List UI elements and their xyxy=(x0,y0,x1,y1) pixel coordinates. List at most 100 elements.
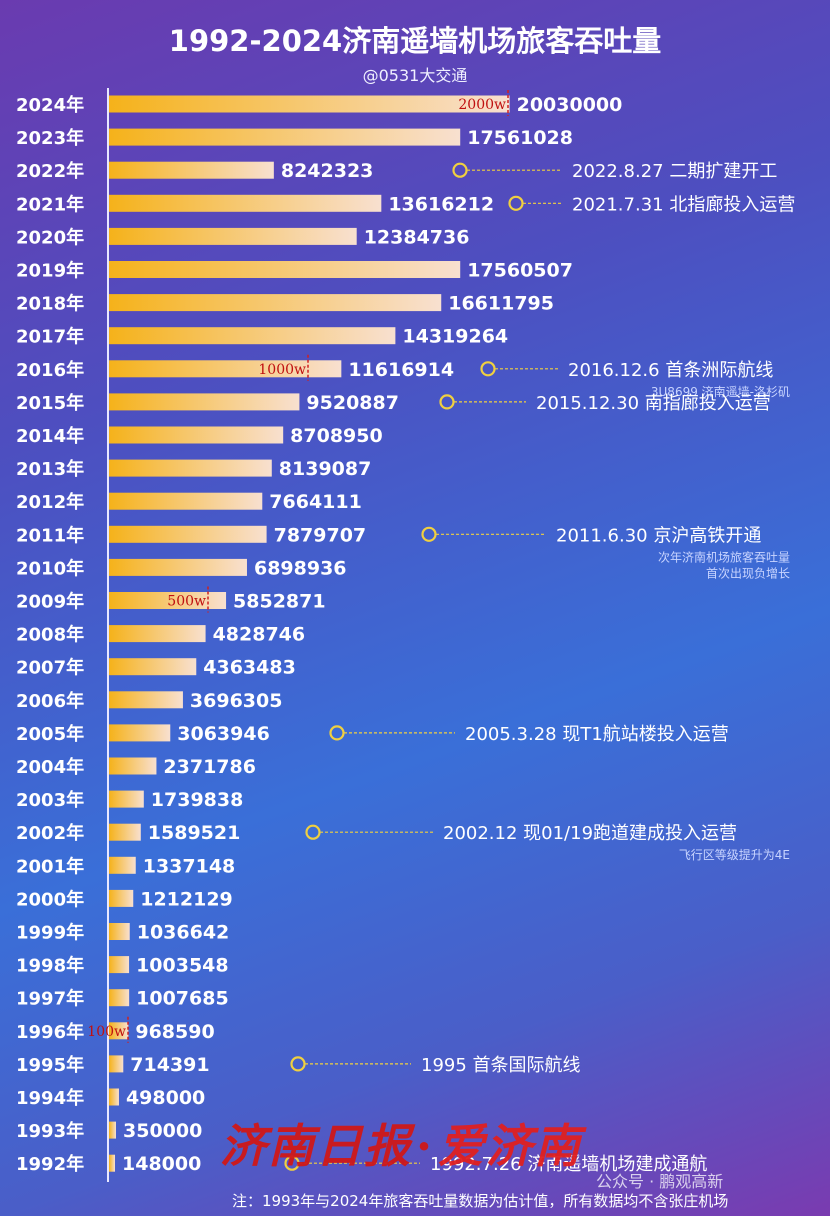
value-label: 8139087 xyxy=(279,458,372,480)
value-label: 4828746 xyxy=(213,624,306,646)
logo-text-2: 爱济南 xyxy=(438,1119,583,1173)
value-label: 3696305 xyxy=(190,690,283,712)
annotation-marker xyxy=(508,195,524,211)
bar xyxy=(109,889,134,907)
annotation-text: 2002.12 现01/19跑道建成投入运营 xyxy=(443,823,737,844)
bar xyxy=(109,724,171,742)
year-label: 2018年 xyxy=(16,293,84,315)
bar xyxy=(109,393,300,411)
bar xyxy=(109,558,247,576)
year-label: 2009年 xyxy=(16,591,84,613)
bar xyxy=(109,691,183,709)
watermark-text: 公众号 · 鹏观高新 xyxy=(596,1172,724,1191)
value-label: 8242323 xyxy=(281,160,374,182)
bar xyxy=(109,856,136,874)
value-label: 7879707 xyxy=(274,524,367,546)
bar xyxy=(109,459,272,477)
year-label: 2008年 xyxy=(16,624,84,646)
year-label: 2024年 xyxy=(16,94,84,116)
annotation-marker xyxy=(452,162,468,178)
annotation-marker xyxy=(329,725,345,741)
reference-marker-label: 2000w xyxy=(458,97,506,113)
year-label: 2017年 xyxy=(16,326,84,348)
bar xyxy=(109,294,442,312)
year-label: 1993年 xyxy=(16,1120,84,1142)
bar xyxy=(109,492,263,510)
bar xyxy=(109,1154,115,1172)
value-label: 3063946 xyxy=(177,723,270,745)
newspaper-logo: 济南日报·爱济南 xyxy=(220,1110,582,1176)
year-label: 2021年 xyxy=(16,193,84,215)
value-label: 12384736 xyxy=(364,226,470,248)
value-label: 8708950 xyxy=(290,425,383,447)
year-label: 2003年 xyxy=(16,789,84,811)
bar xyxy=(109,1055,124,1073)
annotation-text: 2011.6.30 京沪高铁开通 xyxy=(556,525,761,546)
year-label: 2020年 xyxy=(16,226,84,248)
annotation-note: 3U8699 济南遥墙-洛杉矶 xyxy=(651,384,790,399)
bar xyxy=(109,227,357,245)
value-label: 1212129 xyxy=(140,888,233,910)
logo-dot: · xyxy=(416,1119,435,1173)
chart-subtitle: @0531大交通 xyxy=(362,66,468,85)
bar xyxy=(109,1022,129,1040)
year-label: 2011年 xyxy=(16,524,84,546)
value-label: 1337148 xyxy=(143,855,236,877)
bar xyxy=(109,592,227,609)
year-label: 2013年 xyxy=(16,458,84,480)
annotation-text: 2016.12.6 首条洲际航线 xyxy=(568,360,773,381)
bar xyxy=(109,128,461,146)
year-label: 2002年 xyxy=(16,822,84,844)
year-label: 2022年 xyxy=(16,160,84,182)
bar xyxy=(109,1088,119,1106)
value-label: 4363483 xyxy=(203,657,296,679)
value-label: 17560507 xyxy=(467,260,573,282)
value-label: 1036642 xyxy=(137,922,230,944)
year-label: 2000年 xyxy=(16,888,84,910)
bar xyxy=(109,823,141,841)
annotation-text: 1992.7.26 济南遥墙机场建成通航 xyxy=(430,1154,707,1175)
value-label: 2371786 xyxy=(163,756,256,778)
footnote: 注：1993年与2024年旅客吞吐量数据为估计值，所有数据均不含张庄机场 xyxy=(232,1192,729,1210)
year-label: 2001年 xyxy=(16,855,84,877)
year-label: 2004年 xyxy=(16,756,84,778)
value-label: 20030000 xyxy=(517,94,623,116)
year-label: 1998年 xyxy=(16,955,84,977)
value-label: 1003548 xyxy=(136,955,229,977)
value-label: 14319264 xyxy=(402,326,508,348)
value-label: 5852871 xyxy=(233,591,326,613)
annotation-marker xyxy=(421,526,437,542)
bar xyxy=(109,658,197,676)
value-label: 968590 xyxy=(135,1021,214,1043)
year-label: 1996年 xyxy=(16,1021,84,1043)
year-label: 2010年 xyxy=(16,557,84,579)
reference-marker-label: 500w xyxy=(167,594,206,610)
annotation-marker xyxy=(439,394,455,410)
annotation-text: 2022.8.27 二期扩建开工 xyxy=(572,161,777,182)
value-label: 11616914 xyxy=(348,359,454,381)
annotation-marker xyxy=(480,361,496,377)
year-label: 2016年 xyxy=(16,359,84,381)
year-label: 2015年 xyxy=(16,392,84,414)
logo-text-1: 济南日报 xyxy=(220,1119,412,1173)
bar xyxy=(109,194,382,212)
bar xyxy=(109,161,274,179)
year-label: 1994年 xyxy=(16,1087,84,1109)
annotation-text: 1995 首条国际航线 xyxy=(421,1055,581,1076)
value-label: 7664111 xyxy=(269,491,362,513)
annotation-note: 首次出现负增长 xyxy=(706,566,790,580)
value-label: 13616212 xyxy=(388,193,494,215)
bar xyxy=(109,757,157,775)
bar xyxy=(109,525,267,543)
annotation-text: 2005.3.28 现T1航站楼投入运营 xyxy=(465,724,729,745)
chart-title: 1992-2024济南遥墙机场旅客吞吐量 xyxy=(168,24,662,58)
year-label: 2012年 xyxy=(16,491,84,513)
year-label: 2006年 xyxy=(16,690,84,712)
year-label: 2019年 xyxy=(16,260,84,282)
year-label: 2007年 xyxy=(16,657,84,679)
year-label: 1999年 xyxy=(16,922,84,944)
year-label: 1995年 xyxy=(16,1054,84,1076)
bar xyxy=(109,426,284,444)
value-label: 1007685 xyxy=(136,988,229,1010)
